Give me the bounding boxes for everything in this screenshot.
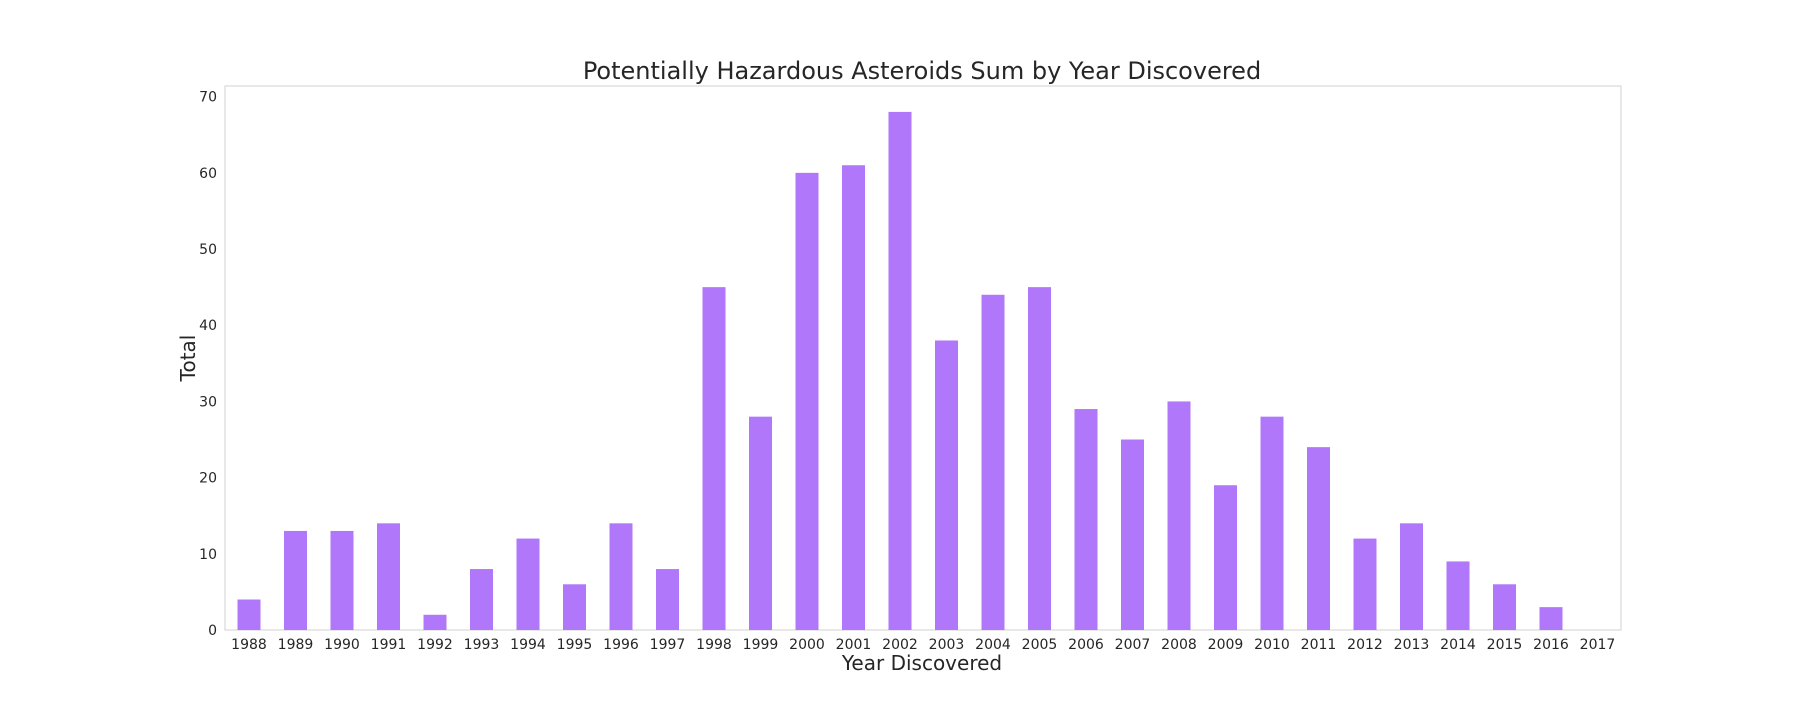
x-tick-label-2006: 2006: [1068, 637, 1104, 653]
x-tick-label-1993: 1993: [464, 637, 500, 653]
bar-2000: [795, 172, 819, 631]
x-tick-label-2011: 2011: [1301, 637, 1337, 653]
x-tick-label-1992: 1992: [417, 637, 453, 653]
bar-1996: [609, 523, 633, 630]
x-tick-label-2015: 2015: [1487, 637, 1523, 653]
x-tick-label-2012: 2012: [1347, 637, 1383, 653]
x-tick-label-1994: 1994: [510, 637, 546, 653]
x-tick-label-1997: 1997: [650, 637, 686, 653]
bar-1998: [702, 287, 726, 630]
y-tick-label-50: 50: [199, 242, 217, 258]
y-tick-labels: 0 10 20 30 40 50 60 70: [199, 90, 217, 639]
y-tick-label-40: 40: [199, 318, 217, 334]
bar-2013: [1400, 523, 1423, 630]
x-tick-label-1989: 1989: [278, 637, 314, 653]
x-tick-label-1991: 1991: [371, 637, 407, 653]
bar-2015: [1493, 584, 1516, 630]
y-tick-label-70: 70: [199, 90, 217, 106]
x-tick-label-1988: 1988: [231, 637, 267, 653]
bar-2003: [935, 340, 958, 630]
x-axis-label: Year Discovered: [841, 651, 1002, 675]
x-tick-label-1996: 1996: [603, 637, 639, 653]
bar-1988: [237, 599, 261, 630]
bar-2007: [1121, 439, 1144, 630]
bar-2001: [842, 165, 865, 631]
bar-2014: [1446, 561, 1470, 630]
bar-1999: [749, 416, 772, 630]
y-tick-label-0: 0: [208, 623, 217, 639]
y-tick-label-30: 30: [199, 394, 217, 410]
bar-2002: [888, 111, 912, 630]
x-tick-label-2005: 2005: [1022, 637, 1058, 653]
bar-1990: [330, 530, 354, 630]
bar-1995: [563, 584, 586, 630]
y-tick-label-10: 10: [199, 547, 217, 563]
x-tick-label-2007: 2007: [1115, 637, 1151, 653]
x-tick-label-2013: 2013: [1394, 637, 1430, 653]
bar-1989: [284, 530, 307, 630]
x-tick-label-2017: 2017: [1580, 637, 1616, 653]
bar-1997: [656, 569, 679, 630]
bar-2004: [981, 294, 1005, 630]
x-tick-label-1990: 1990: [324, 637, 360, 653]
bar-1994: [516, 538, 540, 630]
x-tick-label-2002: 2002: [882, 637, 918, 653]
x-tick-label-2008: 2008: [1161, 637, 1197, 653]
bar-2005: [1028, 287, 1051, 630]
bar-2016: [1539, 607, 1563, 630]
y-axis-label: Total: [176, 335, 200, 383]
x-tick-label-1998: 1998: [696, 637, 732, 653]
bars-group: [237, 111, 1563, 631]
bar-2012: [1353, 538, 1377, 630]
bar-1992: [423, 614, 447, 630]
x-tick-label-2009: 2009: [1208, 637, 1244, 653]
x-tick-label-2014: 2014: [1440, 637, 1476, 653]
x-tick-labels: 1988 1989 1990 1991 1992 1993 1994 1995 1996 1997…: [231, 637, 1615, 653]
y-tick-label-20: 20: [199, 471, 217, 487]
bar-2008: [1167, 401, 1191, 630]
x-tick-label-2000: 2000: [789, 637, 825, 653]
x-tick-label-1999: 1999: [743, 637, 779, 653]
bar-1991: [377, 523, 400, 630]
x-tick-label-1995: 1995: [557, 637, 593, 653]
x-tick-label-2001: 2001: [836, 637, 872, 653]
bar-1993: [470, 569, 493, 630]
plot-frame: [224, 85, 1622, 631]
chart-title: Potentially Hazardous Asteroids Sum by Y…: [583, 57, 1261, 85]
x-tick-label-2016: 2016: [1533, 637, 1569, 653]
bar-2011: [1307, 447, 1330, 630]
x-tick-label-2003: 2003: [929, 637, 965, 653]
bar-2006: [1074, 409, 1098, 630]
bar-2010: [1260, 416, 1284, 630]
x-tick-label-2004: 2004: [975, 637, 1011, 653]
bar-2009: [1214, 485, 1237, 630]
y-tick-label-60: 60: [199, 166, 217, 182]
x-tick-label-2010: 2010: [1254, 637, 1290, 653]
